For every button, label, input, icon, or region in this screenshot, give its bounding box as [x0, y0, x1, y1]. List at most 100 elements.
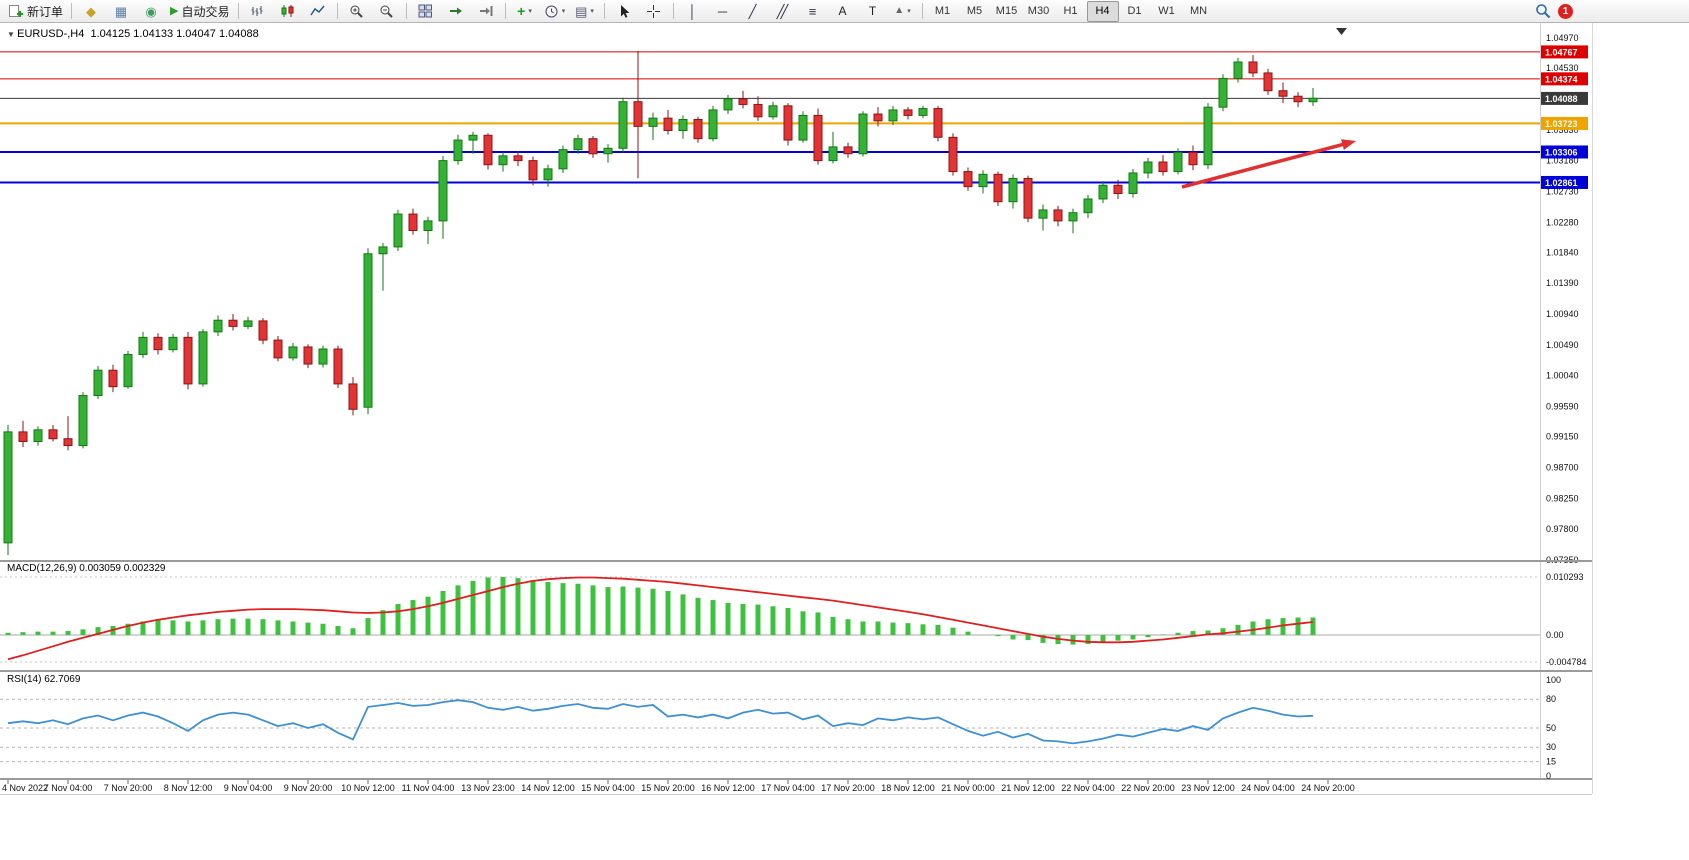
- new-order-button[interactable]: 新订单: [4, 1, 67, 22]
- svg-text:9 Nov 20:00: 9 Nov 20:00: [284, 783, 333, 793]
- svg-text:8 Nov 12:00: 8 Nov 12:00: [164, 783, 213, 793]
- timeframe-mn-button[interactable]: MN: [1189, 5, 1208, 17]
- zoom-out-icon: [379, 4, 394, 19]
- svg-text:7 Nov 20:00: 7 Nov 20:00: [104, 783, 153, 793]
- navigator-button[interactable]: ◆: [76, 1, 106, 22]
- periods-button[interactable]: ▾: [540, 1, 570, 22]
- svg-text:1.00490: 1.00490: [1546, 340, 1579, 350]
- tile-windows-button[interactable]: [411, 1, 441, 22]
- svg-text:1.02280: 1.02280: [1546, 217, 1579, 227]
- svg-text:16 Nov 12:00: 16 Nov 12:00: [701, 783, 755, 793]
- horizontal-lines: [0, 51, 1540, 184]
- template-icon: ▤: [575, 3, 588, 19]
- auto-scroll-icon: [448, 4, 463, 18]
- new-order-label: 新订单: [27, 4, 64, 19]
- auto-scroll-button[interactable]: [441, 1, 471, 22]
- new-order-icon: [8, 4, 24, 19]
- vertical-line-button[interactable]: │: [678, 1, 708, 22]
- svg-text:1.04767: 1.04767: [1545, 47, 1578, 57]
- indicators-button[interactable]: + ▾: [510, 1, 540, 22]
- svg-text:0.97350: 0.97350: [1546, 555, 1579, 565]
- rsi-pane: [0, 698, 1540, 763]
- text-label-icon: T: [868, 4, 877, 18]
- svg-text:17 Nov 20:00: 17 Nov 20:00: [821, 783, 875, 793]
- cursor-button[interactable]: [609, 1, 639, 22]
- horizontal-line-button[interactable]: ─: [708, 1, 738, 22]
- chart-canvas[interactable]: 1.049701.045301.036301.031801.027301.022…: [0, 23, 1689, 796]
- channel-icon: ╱╱: [776, 3, 789, 19]
- toolbar-separator: [921, 3, 923, 19]
- horizontal-line-icon: ─: [717, 3, 728, 19]
- timeframe-m30-button[interactable]: M30: [1027, 5, 1050, 17]
- svg-text:9 Nov 04:00: 9 Nov 04:00: [224, 783, 273, 793]
- vertical-line-icon: │: [688, 3, 697, 19]
- chart-corner-arrow-icon: [1336, 28, 1347, 35]
- toolbar-separator: [336, 3, 338, 19]
- svg-text:23 Nov 12:00: 23 Nov 12:00: [1181, 783, 1235, 793]
- chevron-down-icon: ▾: [528, 8, 532, 15]
- chart-line-button[interactable]: [303, 1, 333, 22]
- text-button[interactable]: A: [828, 1, 858, 22]
- fibonacci-button[interactable]: ≡: [798, 1, 828, 22]
- timeframe-h4-button[interactable]: H4: [1086, 0, 1119, 22]
- svg-text:0.010293: 0.010293: [1546, 572, 1584, 582]
- toolbar-separator: [237, 3, 239, 19]
- channel-button[interactable]: ╱╱: [768, 1, 798, 22]
- notification-badge[interactable]: 1: [1558, 3, 1573, 19]
- svg-text:15 Nov 04:00: 15 Nov 04:00: [581, 783, 635, 793]
- timeframe-m1-button[interactable]: M1: [934, 5, 951, 17]
- svg-text:17 Nov 04:00: 17 Nov 04:00: [761, 783, 815, 793]
- autotrade-icon: ▶: [170, 4, 179, 17]
- svg-text:10 Nov 12:00: 10 Nov 12:00: [341, 783, 395, 793]
- svg-text:21 Nov 00:00: 21 Nov 00:00: [941, 783, 995, 793]
- navigator-icon: ◆: [86, 3, 97, 19]
- svg-text:1.02861: 1.02861: [1545, 178, 1578, 188]
- trendline-button[interactable]: ╱: [738, 1, 768, 22]
- zoom-out-button[interactable]: [372, 1, 402, 22]
- search-button[interactable]: [1528, 1, 1558, 22]
- zoom-in-button[interactable]: [342, 1, 372, 22]
- svg-text:13 Nov 23:00: 13 Nov 23:00: [461, 783, 515, 793]
- chevron-down-icon: ▾: [907, 8, 911, 15]
- svg-text:18 Nov 12:00: 18 Nov 12:00: [881, 783, 935, 793]
- trend-arrow: [1181, 141, 1347, 189]
- chart-candles-button[interactable]: [273, 1, 303, 22]
- svg-text:0.98700: 0.98700: [1546, 462, 1579, 472]
- timeframe-d1-button[interactable]: D1: [1127, 5, 1142, 17]
- timeframe-m5-button[interactable]: M5: [966, 5, 983, 17]
- crosshair-button[interactable]: [639, 1, 669, 22]
- svg-text:1.00040: 1.00040: [1546, 371, 1579, 381]
- svg-text:1.03723: 1.03723: [1545, 119, 1578, 129]
- market-watch-button[interactable]: ▦: [106, 1, 136, 22]
- timeframe-m15-button[interactable]: M15: [995, 5, 1018, 17]
- data-window-icon: ◉: [145, 3, 157, 19]
- svg-text:24 Nov 04:00: 24 Nov 04:00: [1241, 783, 1295, 793]
- svg-text:14 Nov 12:00: 14 Nov 12:00: [521, 783, 575, 793]
- templates-button[interactable]: ▤ ▾: [570, 1, 600, 22]
- svg-text:24 Nov 20:00: 24 Nov 20:00: [1301, 783, 1355, 793]
- toolbar-separator: [672, 3, 674, 19]
- search-icon: [1535, 3, 1551, 19]
- timeframe-w1-button[interactable]: W1: [1158, 5, 1175, 17]
- chart-shift-button[interactable]: [471, 1, 501, 22]
- svg-text:15: 15: [1546, 757, 1556, 767]
- fibonacci-icon: ≡: [808, 3, 817, 19]
- clock-icon: [544, 4, 559, 19]
- data-window-button[interactable]: ◉: [136, 1, 166, 22]
- shapes-icon: ▲: [894, 5, 905, 16]
- toolbar: 新订单 ◆ ▦ ◉ ▶ 自动交易: [0, 0, 1689, 23]
- chart-bars-button[interactable]: [243, 1, 273, 22]
- svg-text:1.01840: 1.01840: [1546, 247, 1579, 257]
- svg-text:1.04088: 1.04088: [1545, 94, 1578, 104]
- crosshair-icon: [646, 4, 661, 19]
- svg-text:-0.004784: -0.004784: [1546, 657, 1587, 667]
- timeframe-h1-button[interactable]: H1: [1063, 5, 1078, 17]
- svg-text:30: 30: [1546, 742, 1556, 752]
- text-label-button[interactable]: T: [858, 1, 888, 22]
- autotrade-button[interactable]: ▶ 自动交易: [166, 1, 233, 22]
- svg-text:100: 100: [1546, 675, 1561, 685]
- svg-text:50: 50: [1546, 723, 1556, 733]
- svg-text:15 Nov 20:00: 15 Nov 20:00: [641, 783, 695, 793]
- shapes-button[interactable]: ▲ ▾: [888, 1, 918, 22]
